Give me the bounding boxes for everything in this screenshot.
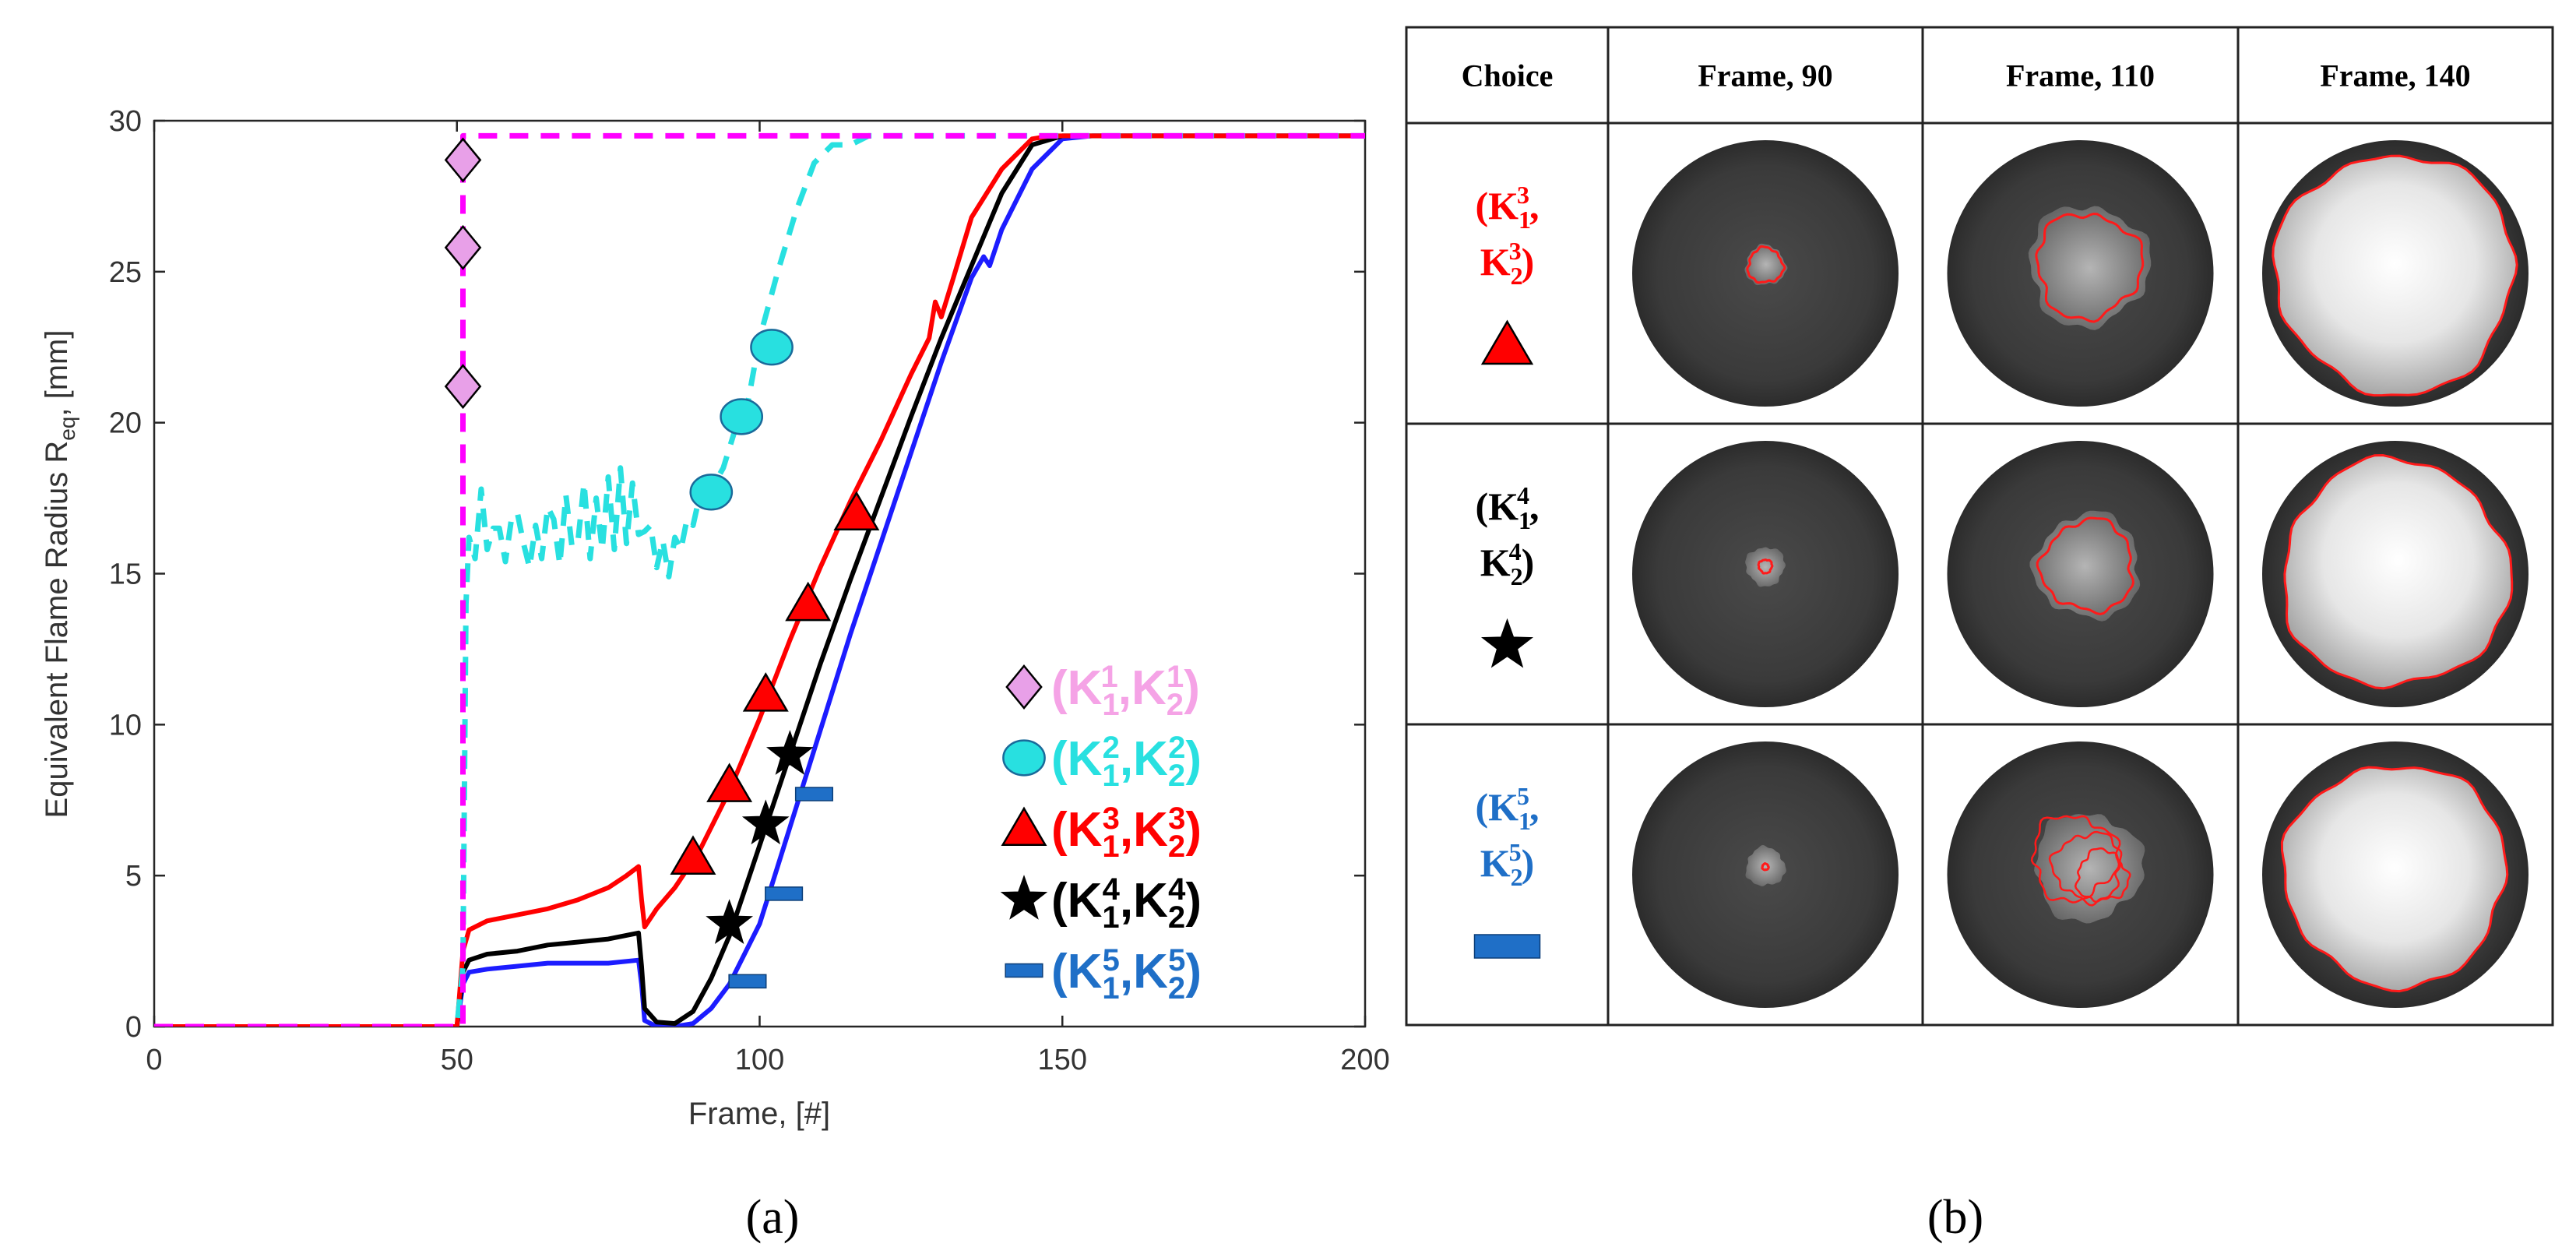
series-line-1 xyxy=(154,132,1365,1027)
data-marker-series-3 xyxy=(706,763,753,802)
flame-frame-image xyxy=(1631,439,1900,709)
choice-marker xyxy=(1473,934,1541,959)
table-header-cell: Frame, 90 xyxy=(1698,58,1832,93)
x-tick-label: 100 xyxy=(735,1044,784,1076)
x-tick-label: 0 xyxy=(146,1044,162,1076)
table-panel-b: Choice Frame, 90 Frame, 110 Frame, 140 (K13,… xyxy=(1405,26,2554,1027)
data-marker-series-5 xyxy=(794,787,834,801)
flame-outline xyxy=(2280,766,2509,993)
series-lines xyxy=(154,132,1365,1027)
legend-marker-1 xyxy=(1005,664,1043,710)
data-marker-series-1 xyxy=(444,364,482,410)
table-header-cell: Frame, 110 xyxy=(2006,58,2155,93)
choice-marker xyxy=(1480,618,1534,668)
panel-label-b: (b) xyxy=(1927,1191,1983,1244)
x-tick-label: 50 xyxy=(441,1044,473,1076)
y-tick-label: 30 xyxy=(109,105,142,138)
table-header-cell: Frame, 140 xyxy=(2320,58,2470,93)
legend: (K11,K21) (K12,K22) (K13,K23) (K14,K24) (K15… xyxy=(1000,660,1202,1006)
flame-outline xyxy=(2035,212,2145,323)
flame-frame-image xyxy=(1631,740,1900,1009)
table-header-cell: Choice xyxy=(1462,58,1554,93)
flame-outline xyxy=(2036,516,2135,616)
plot-area xyxy=(153,119,1367,1028)
data-marker-series-1 xyxy=(444,224,482,270)
flame-outline xyxy=(2074,847,2131,904)
y-axis: 0 5 10 15 20 25 30 xyxy=(109,105,1365,1044)
legend-label-5: (K15,K25) xyxy=(1051,943,1202,1006)
series-line-4 xyxy=(154,133,1365,1027)
choice-label-line2: K24) xyxy=(1480,537,1535,590)
data-marker-series-4 xyxy=(765,730,814,775)
y-tick-label: 5 xyxy=(125,860,142,893)
legend-label-4: (K14,K24) xyxy=(1051,872,1202,935)
flame-outline xyxy=(2048,830,2123,907)
legend-marker-2 xyxy=(1002,739,1046,777)
flame-outline xyxy=(1761,861,1770,872)
series-line-3 xyxy=(154,133,1365,1027)
data-marker-series-3 xyxy=(742,672,789,712)
legend-label-3: (K13,K23) xyxy=(1051,801,1202,864)
x-tick-label: 150 xyxy=(1038,1044,1087,1076)
chart-panel-a: 0 5 10 15 20 25 30 0 50 100 150 200 Frame, [#] Equ… xyxy=(40,105,1390,1131)
legend-label-2: (K12,K22) xyxy=(1051,731,1202,793)
x-tick-label: 200 xyxy=(1340,1044,1389,1076)
data-marker-series-2 xyxy=(750,329,794,366)
data-marker-series-2 xyxy=(720,398,764,435)
legend-marker-4 xyxy=(1000,875,1048,920)
data-marker-series-4 xyxy=(741,799,790,845)
legend-marker-3 xyxy=(1001,806,1047,847)
data-marker-series-1 xyxy=(444,137,482,183)
y-tick-label: 0 xyxy=(125,1011,142,1044)
choice-label-line2: K25) xyxy=(1480,838,1535,891)
flame-outline xyxy=(1757,558,1774,575)
choice-label: (K14, xyxy=(1475,481,1539,534)
data-marker-series-4 xyxy=(706,899,754,945)
data-marker-series-2 xyxy=(689,474,734,511)
choice-label-line2: K23) xyxy=(1480,237,1535,290)
flame-outline xyxy=(2030,815,2121,904)
flame-outline xyxy=(1746,245,1786,284)
y-tick-label: 20 xyxy=(109,407,142,440)
y-tick-label: 10 xyxy=(109,709,142,741)
data-marker-series-5 xyxy=(765,886,804,901)
y-tick-label: 25 xyxy=(109,256,142,289)
data-marker-series-5 xyxy=(728,974,767,989)
data-marker-series-3 xyxy=(670,835,716,875)
flame-outline xyxy=(2283,453,2514,690)
flame-frame-image xyxy=(1945,139,2215,408)
data-marker-series-3 xyxy=(833,491,880,531)
panel-label-a: (a) xyxy=(746,1191,800,1244)
y-axis-label: Equivalent Flame Radius Req, [mm] xyxy=(40,330,79,819)
flame-outline xyxy=(2272,154,2518,397)
flame-frame-image xyxy=(1945,439,2215,709)
choice-marker xyxy=(1480,319,1534,365)
legend-label-1: (K11,K21) xyxy=(1051,660,1200,722)
x-axis-label: Frame, [#] xyxy=(688,1097,830,1131)
series-markers xyxy=(444,137,880,989)
legend-marker-5 xyxy=(1005,963,1043,978)
flame-frame-image xyxy=(2261,740,2530,1009)
flame-frame-image xyxy=(2261,439,2530,709)
series-line-5 xyxy=(154,133,1365,1027)
flame-frame-image xyxy=(1631,139,1900,408)
flame-frame-image xyxy=(2261,139,2530,408)
flame-frame-image xyxy=(1945,740,2215,1009)
x-axis: 0 50 100 150 200 xyxy=(146,121,1390,1076)
choice-label: (K13, xyxy=(1475,181,1539,234)
choice-label: (K15, xyxy=(1475,782,1539,835)
y-tick-label: 15 xyxy=(109,558,142,591)
data-marker-series-3 xyxy=(785,581,832,622)
